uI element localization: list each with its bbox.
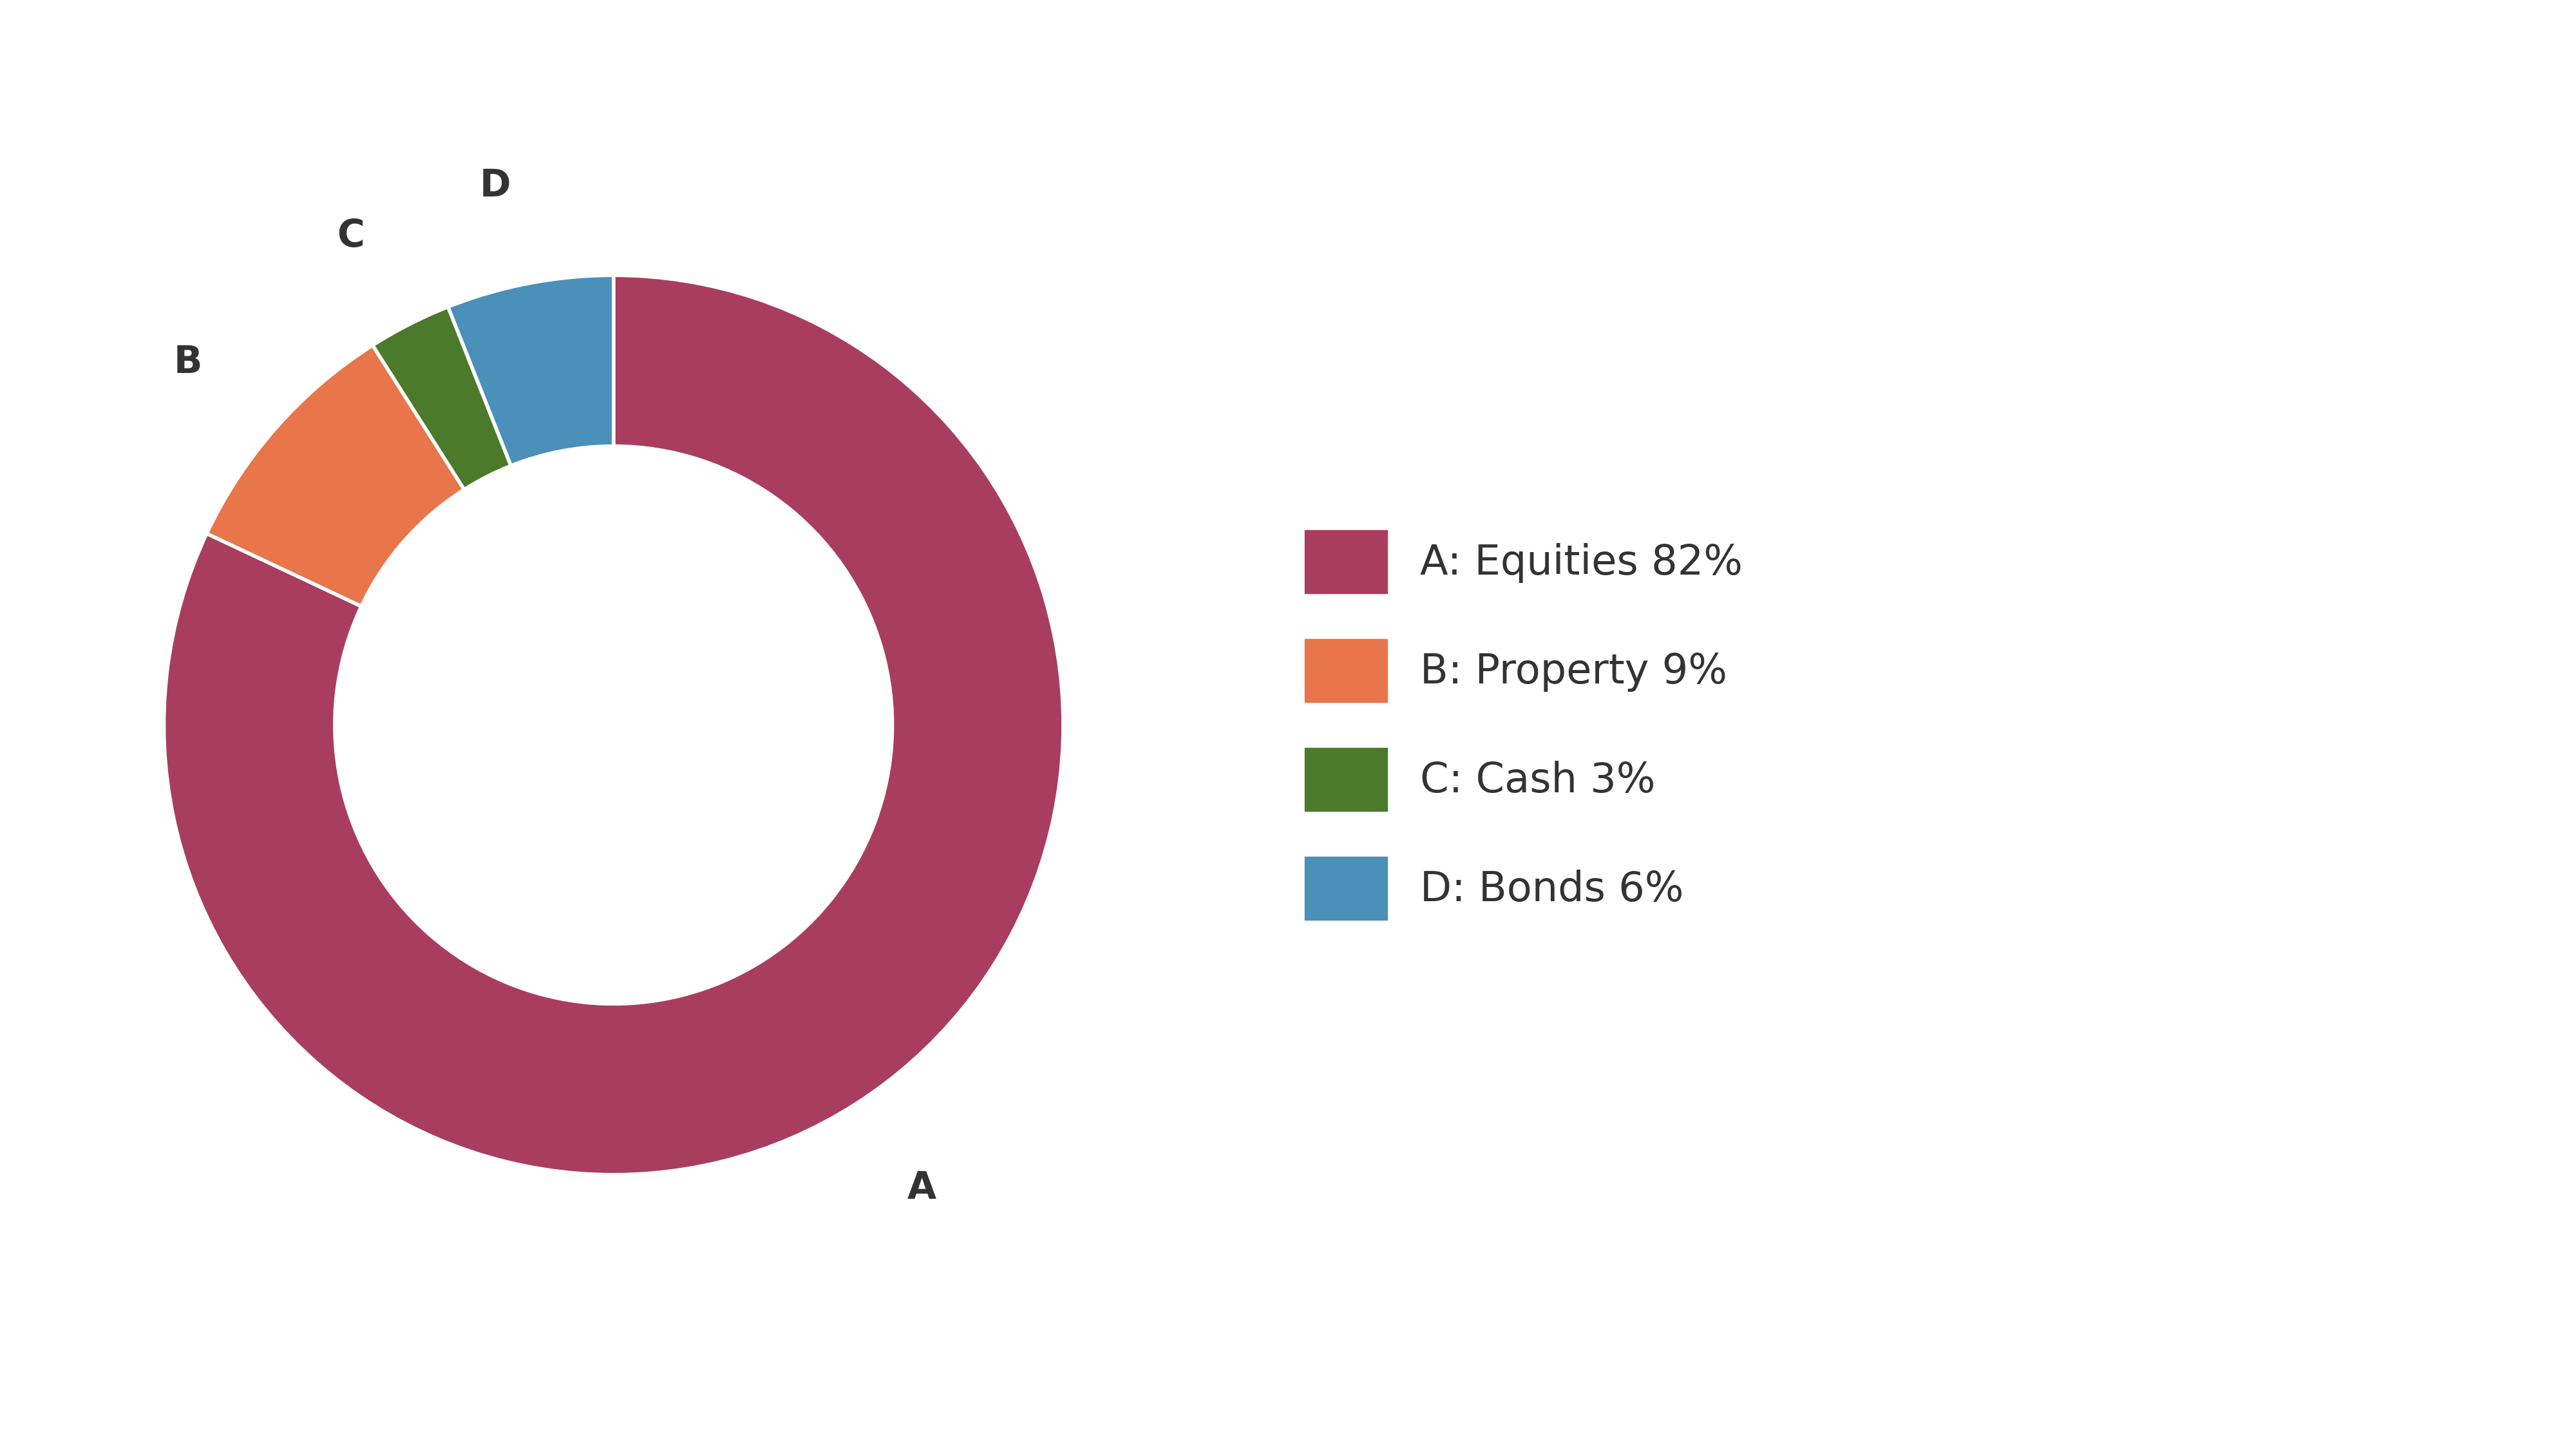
Legend: A: Equities 82%, B: Property 9%, C: Cash 3%, D: Bonds 6%: A: Equities 82%, B: Property 9%, C: Cash…	[1265, 489, 1783, 961]
Text: A: A	[907, 1170, 938, 1206]
Wedge shape	[374, 307, 510, 490]
Text: B: B	[173, 344, 201, 380]
Wedge shape	[448, 276, 613, 465]
Wedge shape	[206, 345, 464, 606]
Text: D: D	[479, 168, 510, 204]
Wedge shape	[165, 276, 1064, 1175]
Text: C: C	[337, 218, 366, 255]
